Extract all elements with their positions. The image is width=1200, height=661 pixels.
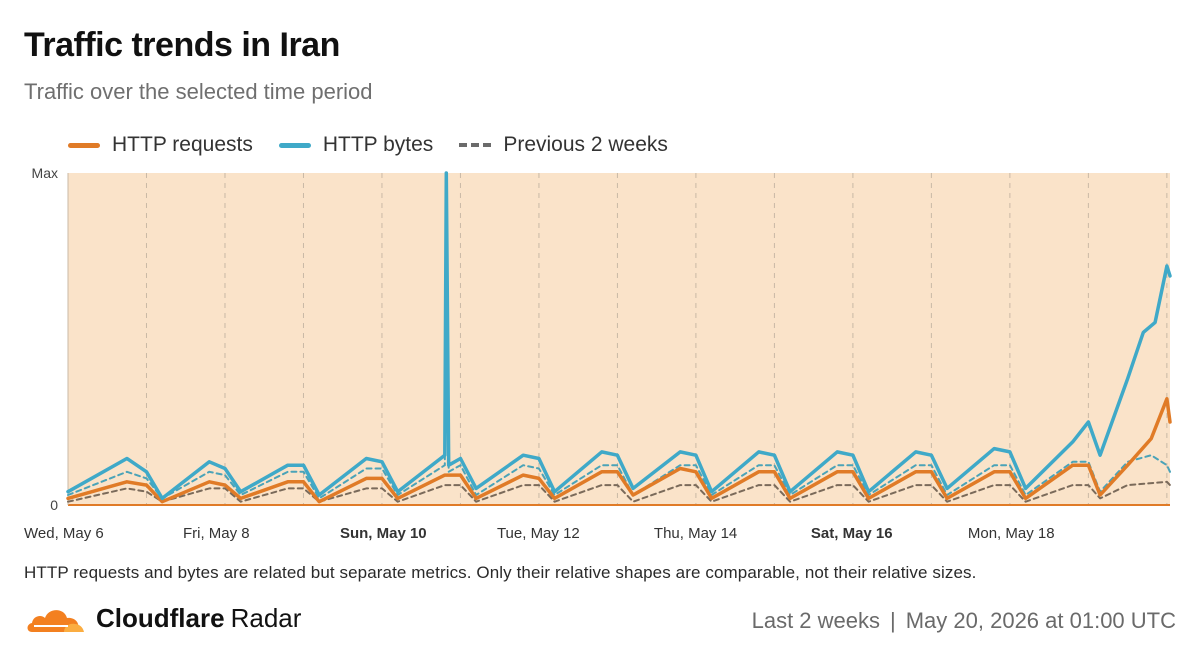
x-tick-label: Thu, May 14 (654, 525, 737, 542)
x-tick-label: Sun, May 10 (340, 525, 427, 542)
report-timestamp: May 20, 2026 at 01:00 UTC (905, 608, 1176, 633)
x-tick-label: Tue, May 12 (497, 525, 580, 542)
page-subtitle: Traffic over the selected time period (24, 79, 373, 104)
y-tick-zero: 0 (50, 497, 58, 513)
x-tick-label: Sat, May 16 (811, 525, 893, 542)
x-tick-label: Mon, May 18 (968, 525, 1055, 542)
legend-item-previous-2-weeks[interactable]: Previous 2 weeks (459, 133, 668, 157)
legend-item-http-requests[interactable]: HTTP requests (68, 133, 253, 157)
brand: Cloudflare Radar (24, 602, 301, 634)
y-tick-max: Max (32, 165, 58, 181)
legend-swatch-previous-2-weeks (459, 143, 492, 147)
report-meta: Last 2 weeks | May 20, 2026 at 01:00 UTC (752, 608, 1176, 634)
series-line-http-bytes (66, 171, 1172, 501)
brand-name: Cloudflare (96, 602, 225, 633)
traffic-chart: Max 0 Wed, May 6 Fri, May 8 Sun, May 10 Tue, … (24, 165, 1172, 542)
metrics-note: HTTP requests and bytes are related but … (24, 563, 977, 582)
legend-label-previous-2-weeks: Previous 2 weeks (503, 133, 668, 156)
chart-legend: HTTP requests HTTP bytes Previous 2 week… (68, 132, 694, 158)
legend-label-http-requests: HTTP requests (112, 133, 253, 156)
meta-separator: | (890, 608, 896, 633)
plot-area (68, 173, 1170, 505)
legend-swatch-http-bytes (278, 142, 311, 148)
legend-item-http-bytes[interactable]: HTTP bytes (278, 133, 434, 157)
series-line-http-requests (66, 397, 1172, 504)
legend-label-http-bytes: HTTP bytes (322, 133, 434, 156)
brand-suffix: Radar (230, 602, 302, 633)
series-line-http-bytes-previous-2-weeks (67, 172, 1171, 500)
x-tick-label: Wed, May 6 (24, 525, 104, 542)
time-period[interactable]: Last 2 weeks (751, 608, 881, 633)
cloudflare-logo-icon (27, 610, 84, 632)
series-line-http-requests-previous-2-weeks (67, 480, 1171, 503)
page-title: Traffic trends in Iran (24, 26, 340, 64)
x-tick-label: Fri, May 8 (183, 525, 250, 542)
legend-swatch-http-requests (68, 142, 100, 148)
